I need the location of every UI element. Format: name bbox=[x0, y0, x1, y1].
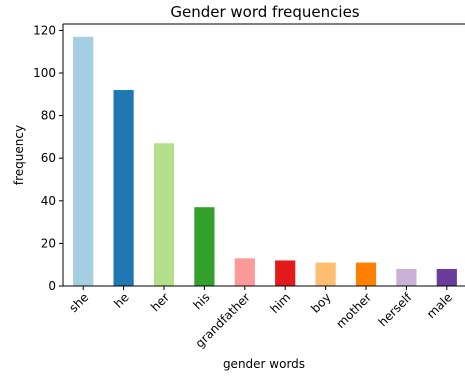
y-tick-label: 120 bbox=[33, 23, 56, 37]
x-tick-label: mother bbox=[333, 290, 374, 331]
x-tick-label: herself bbox=[376, 290, 416, 330]
y-tick-label: 60 bbox=[41, 151, 56, 165]
y-tick-label: 0 bbox=[48, 279, 56, 293]
bar-mother bbox=[355, 262, 377, 286]
bar-herself bbox=[396, 268, 417, 286]
y-tick-label: 40 bbox=[41, 194, 56, 208]
x-tick-label: her bbox=[148, 290, 172, 314]
y-axis-label: frequency bbox=[12, 125, 26, 185]
x-tick-label: his bbox=[190, 290, 212, 312]
x-axis-label: gender words bbox=[223, 357, 305, 371]
y-tick-label: 20 bbox=[41, 236, 56, 250]
y-tick-label: 100 bbox=[33, 66, 56, 80]
bar-her bbox=[153, 143, 175, 286]
bar-he bbox=[113, 90, 134, 286]
x-tick-label: boy bbox=[308, 290, 334, 316]
bar-his bbox=[194, 207, 215, 286]
bar-she bbox=[73, 36, 94, 286]
bar-boy bbox=[315, 262, 336, 286]
plot-area bbox=[73, 36, 457, 286]
bar-him bbox=[275, 260, 296, 286]
x-tick-label: him bbox=[267, 290, 293, 316]
bar-grandfather bbox=[234, 258, 255, 286]
x-tick-label: he bbox=[111, 290, 132, 311]
x-tick-label: she bbox=[66, 290, 91, 315]
chart-title: Gender word frequencies bbox=[170, 3, 359, 21]
bar-male bbox=[436, 268, 457, 286]
x-tick-label: male bbox=[424, 290, 455, 321]
y-tick-label: 80 bbox=[41, 109, 56, 123]
